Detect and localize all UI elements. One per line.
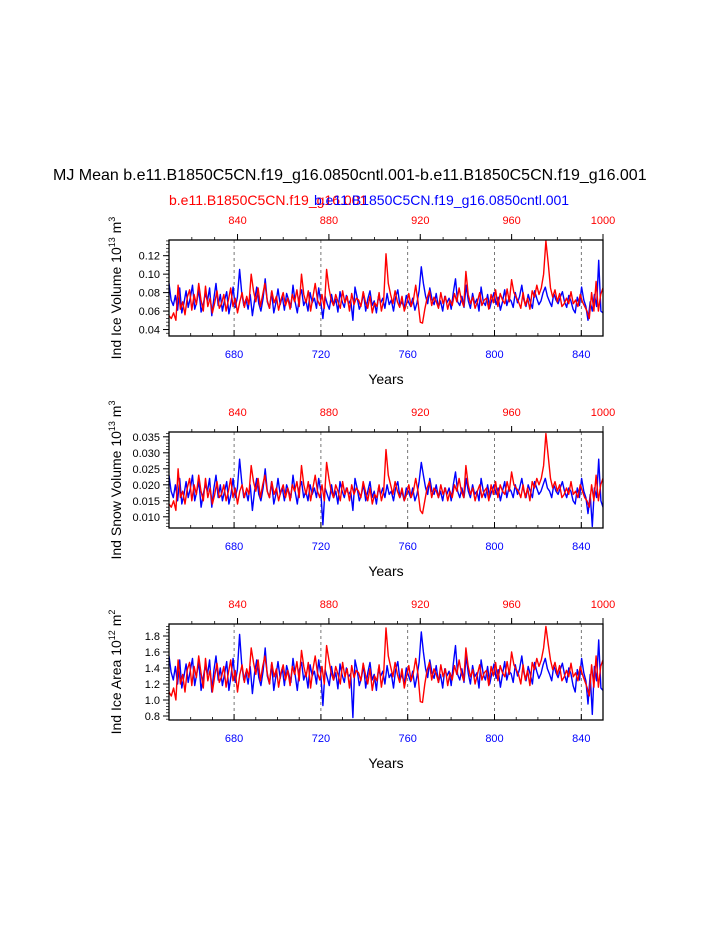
x-tick-label-top: 960: [502, 599, 520, 611]
x-tick-label-bottom: 680: [225, 349, 243, 361]
y-axis-label-unit-exponent: 3: [107, 400, 117, 405]
y-tick-label: 0.10: [139, 269, 160, 281]
y-axis-label-exponent: 12: [107, 630, 117, 640]
x-axis-label: Years: [368, 371, 403, 387]
x-tick-label-top: 1000: [591, 215, 615, 227]
y-tick-label: 0.030: [132, 448, 160, 460]
x-tick-label-bottom: 840: [572, 349, 590, 361]
y-axis-label-unit-exponent: 2: [107, 610, 117, 615]
x-tick-label-top: 840: [228, 599, 246, 611]
y-tick-label: 1.8: [145, 631, 160, 643]
x-tick-label-bottom: 840: [572, 541, 590, 553]
x-tick-label-bottom: 720: [312, 733, 330, 745]
y-axis-label-main: Ind Ice Area 10: [108, 640, 124, 734]
y-axis-label: Ind Ice Area 1012 m2: [107, 610, 124, 735]
series-line-red: [169, 625, 603, 704]
x-tick-label-bottom: 760: [399, 349, 417, 361]
x-tick-label-bottom: 840: [572, 733, 590, 745]
x-tick-label-top: 920: [411, 599, 429, 611]
y-tick-label: 0.04: [139, 325, 160, 337]
x-tick-label-top: 880: [320, 599, 338, 611]
panel-3: 680 720 760 800 840 840 880 920 960 1000 0.8 1.0 1.2…: [107, 599, 615, 771]
y-axis-label-main: Ind Snow Volume 10: [108, 431, 124, 560]
y-axis-label-unit: m: [108, 615, 124, 631]
x-tick-label-bottom: 800: [485, 349, 503, 361]
y-axis-label: Ind Snow Volume 1013 m3: [107, 400, 124, 559]
x-tick-label-top: 1000: [591, 599, 615, 611]
figure-title: MJ Mean b.e11.B1850C5CN.f19_g16.0850cntl…: [53, 167, 647, 184]
y-axis-label-unit: m: [108, 222, 124, 238]
x-tick-label-bottom: 760: [399, 733, 417, 745]
legend-red-label: b.e11.B1850C5CN.f19_g16.001: [169, 192, 367, 208]
y-tick-label: 1.4: [145, 663, 160, 675]
x-tick-label-top: 920: [411, 407, 429, 419]
x-axis-label: Years: [368, 563, 403, 579]
y-tick-label: 1.6: [145, 647, 160, 659]
series-line-red: [169, 432, 603, 515]
y-tick-label: 0.06: [139, 306, 160, 318]
x-axis-label: Years: [368, 755, 403, 771]
x-tick-label-top: 1000: [591, 407, 615, 419]
x-tick-label-top: 960: [502, 215, 520, 227]
y-tick-label: 0.025: [132, 464, 160, 476]
x-tick-label-top: 960: [502, 407, 520, 419]
y-axis-label-main: Ind Ice Volume 10: [108, 247, 124, 359]
y-tick-label: 0.8: [145, 711, 160, 723]
x-tick-label-top: 840: [228, 407, 246, 419]
x-tick-label-bottom: 720: [312, 541, 330, 553]
x-tick-label-bottom: 800: [485, 733, 503, 745]
y-tick-label: 1.2: [145, 679, 160, 691]
panels: 680 720 760 800 840 840 880 920 960 1000 0.04 0.06 0…: [107, 215, 615, 771]
y-axis-label-unit-exponent: 3: [107, 217, 117, 222]
x-tick-label-bottom: 760: [399, 541, 417, 553]
x-tick-label-bottom: 720: [312, 349, 330, 361]
y-axis-label-exponent: 13: [107, 421, 117, 431]
y-axis-label-unit: m: [108, 406, 124, 422]
x-tick-label-top: 920: [411, 215, 429, 227]
y-tick-label: 0.035: [132, 432, 160, 444]
series-line-red: [169, 240, 603, 324]
x-tick-label-top: 880: [320, 215, 338, 227]
x-tick-label-top: 840: [228, 215, 246, 227]
panel-1: 680 720 760 800 840 840 880 920 960 1000 0.04 0.06 0…: [107, 215, 615, 387]
y-tick-label: 0.020: [132, 480, 160, 492]
y-axis-label: Ind Ice Volume 1013 m3: [107, 217, 124, 360]
y-tick-label: 0.08: [139, 288, 160, 300]
x-tick-label-bottom: 680: [225, 733, 243, 745]
y-tick-label: 1.0: [145, 695, 160, 707]
y-tick-label: 0.12: [139, 251, 160, 263]
y-tick-label: 0.010: [132, 512, 160, 524]
y-tick-label: 0.015: [132, 496, 160, 508]
x-tick-label-bottom: 800: [485, 541, 503, 553]
y-axis-label-exponent: 13: [107, 237, 117, 247]
x-tick-label-top: 880: [320, 407, 338, 419]
x-tick-label-bottom: 680: [225, 541, 243, 553]
legend-blue-label: b.e11.B1850C5CN.f19_g16.0850cntl.001: [314, 192, 569, 208]
panel-2: 680 720 760 800 840 840 880 920 960 1000 0.010 0.01…: [107, 400, 615, 579]
